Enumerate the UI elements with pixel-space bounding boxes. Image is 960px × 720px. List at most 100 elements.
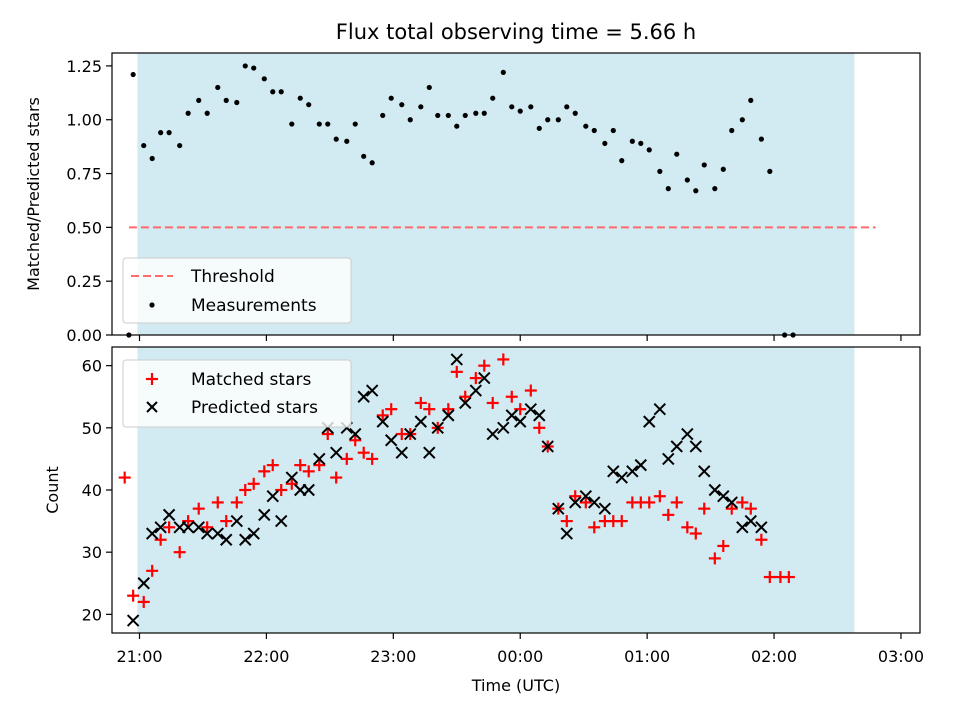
measurement-point [572, 110, 578, 116]
measurement-point [701, 162, 707, 168]
count-x-axis-ticks: 21:00 22:00 23:00 00:00 01:00 02:00 03:00 [116, 633, 924, 666]
predicted-point [154, 521, 167, 534]
count-series [118, 353, 795, 627]
measurement-point [325, 121, 331, 127]
matched-point [321, 428, 334, 441]
matched-point [569, 490, 582, 503]
predicted-point [643, 415, 656, 428]
matched-point [469, 372, 482, 385]
measurement-point [261, 76, 267, 82]
matched-point [763, 571, 776, 584]
matched-point [725, 502, 738, 515]
matched-point [302, 465, 315, 478]
measurement-point [166, 130, 172, 136]
measurement-point [564, 104, 570, 110]
predicted-point [717, 490, 730, 503]
x-tick-label: 03:00 [878, 647, 924, 666]
predicted-point [275, 514, 288, 528]
measurement-point [473, 110, 479, 116]
measurement-point [536, 125, 542, 131]
measurement-point [591, 127, 597, 134]
predicted-point [459, 396, 472, 410]
measurement-point [141, 142, 147, 149]
measurement-point [490, 95, 496, 101]
measurement-point [748, 97, 754, 103]
predicted-point [598, 502, 612, 515]
legend-predicted-label: Predicted stars [191, 398, 318, 418]
ratio-axes-frame [111, 52, 921, 336]
measurement-point [739, 117, 745, 123]
measurement-point [196, 97, 202, 103]
legend-matched-swatch [146, 373, 158, 385]
predicted-point [365, 384, 379, 397]
matched-point [127, 589, 140, 602]
legend-measurements-label: Measurements [191, 296, 317, 316]
matched-point [662, 508, 675, 521]
measurement-point [251, 65, 257, 71]
predicted-point [266, 490, 279, 503]
predicted-point [744, 514, 757, 528]
measurement-point [638, 140, 644, 147]
matched-point [192, 502, 205, 515]
matched-point [524, 384, 537, 397]
count-legend-box [122, 359, 352, 428]
series-measurements [126, 63, 796, 338]
measurement-point [720, 166, 726, 172]
matched-point [698, 502, 711, 515]
predicted-point [698, 465, 711, 478]
predicted-point [469, 384, 483, 397]
y-tick-label: 1.00 [66, 111, 102, 130]
matched-point [689, 527, 702, 540]
legend-matched-label: Matched stars [191, 370, 311, 390]
predicted-point [588, 496, 601, 509]
predicted-point [145, 527, 159, 540]
measurement-point [289, 121, 295, 127]
predicted-point [162, 508, 176, 522]
x-tick-label: 22:00 [243, 647, 289, 666]
matched-point [376, 409, 389, 422]
predicted-point [220, 533, 233, 546]
predicted-point [607, 465, 620, 478]
measurement-point [130, 71, 136, 78]
measurement-point [426, 84, 432, 91]
predicted-point [302, 483, 315, 497]
measurement-point [509, 104, 515, 110]
measurement-point [388, 95, 394, 101]
predicted-point [423, 446, 436, 459]
predicted-point [126, 614, 140, 627]
matched-point [450, 365, 463, 378]
measurement-point [223, 97, 229, 103]
matched-point [258, 465, 271, 478]
matched-point [239, 484, 252, 496]
predicted-point [681, 427, 694, 441]
matched-point [782, 571, 795, 584]
y-tick-label: 0.75 [66, 165, 102, 184]
measurement-point [646, 147, 652, 153]
legend-predicted-swatch [146, 401, 158, 413]
predicted-point [689, 440, 702, 453]
predicted-point [181, 521, 195, 534]
matched-point [247, 477, 260, 490]
matched-point [643, 496, 656, 509]
measurement-point [278, 89, 284, 95]
predicted-point [258, 508, 271, 522]
panel-counts: 20 30 40 50 60 21:00 22:00 23:00 00:00 01:00 02:0… [43, 346, 924, 695]
matched-point [330, 471, 343, 484]
predicted-point [569, 496, 582, 509]
measurement-point [215, 84, 221, 91]
predicted-point [200, 527, 214, 540]
predicted-point [330, 446, 343, 459]
measurement-point [619, 158, 625, 164]
measurement-point [270, 89, 276, 95]
count-axes-frame [111, 346, 921, 634]
legend-threshold-label: Threshold [190, 267, 275, 287]
count-legend: Matched stars Predicted stars [122, 359, 352, 428]
predicted-point [247, 527, 260, 540]
matched-point [653, 490, 666, 503]
predicted-point [755, 521, 768, 534]
measurement-point [555, 117, 561, 123]
measurement-point [500, 69, 506, 75]
predicted-point [552, 502, 565, 515]
measurement-point [204, 110, 210, 116]
y-tick-label: 1.25 [66, 57, 102, 76]
